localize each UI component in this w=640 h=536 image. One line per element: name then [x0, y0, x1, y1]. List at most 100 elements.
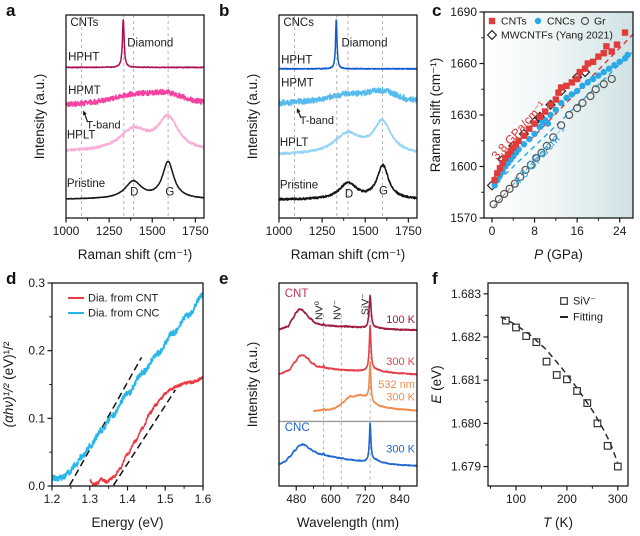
svg-text:Dia. from CNC: Dia. from CNC: [88, 308, 160, 320]
svg-text:532 nm: 532 nm: [378, 379, 415, 391]
svg-text:CNT: CNT: [285, 288, 309, 300]
svg-text:SiV⁻: SiV⁻: [573, 296, 596, 308]
panel-f-letter: f: [432, 269, 438, 288]
panel-a-letter: a: [6, 1, 16, 20]
svg-text:NV⁰: NV⁰: [314, 301, 326, 320]
svg-text:300 K: 300 K: [386, 392, 415, 404]
svg-text:1250: 1250: [309, 224, 336, 238]
svg-text:HPLT: HPLT: [67, 129, 96, 141]
svg-text:P (GPa): P (GPa): [534, 247, 583, 262]
svg-text:HPMT: HPMT: [68, 85, 101, 97]
svg-text:HPLT: HPLT: [280, 137, 309, 149]
svg-text:100 K: 100 K: [386, 314, 415, 326]
svg-text:CNCs: CNCs: [547, 16, 575, 28]
svg-text:1.682: 1.682: [451, 330, 481, 344]
svg-text:(αhν)¹/² (eV)¹/²: (αhν)¹/² (eV)¹/²: [1, 341, 16, 427]
svg-text:0.2: 0.2: [28, 344, 45, 358]
svg-text:HPHT: HPHT: [68, 52, 99, 64]
svg-text:HPMT: HPMT: [281, 77, 314, 89]
panel-a: a CNTs Diamond HPHT HPMT T-band HPLT Pristine D…: [0, 0, 213, 268]
svg-text:G: G: [165, 186, 174, 198]
svg-text:0.1: 0.1: [28, 411, 45, 425]
svg-text:1500: 1500: [139, 224, 166, 238]
panel-b-chart: CNCs Diamond HPHT HPMT T-band HPLT Pristine D G 1…: [245, 14, 422, 262]
svg-text:480: 480: [286, 492, 306, 506]
svg-text:Raman shift (cm⁻¹): Raman shift (cm⁻¹): [78, 247, 192, 262]
svg-text:Dia. from CNT: Dia. from CNT: [88, 293, 159, 305]
svg-text:SiV⁻: SiV⁻: [359, 293, 371, 315]
panel-c: c 3.8 GPa/cm⁻¹ 4.3 GPa/cm⁻¹ CNTs CNCs Gr MWCN…: [426, 0, 639, 268]
svg-text:1.681: 1.681: [451, 373, 481, 387]
svg-text:1.683: 1.683: [451, 287, 481, 301]
svg-text:1750: 1750: [395, 224, 422, 238]
svg-text:1660: 1660: [450, 57, 477, 71]
svg-text:1.6: 1.6: [195, 492, 212, 506]
svg-text:1630: 1630: [450, 108, 477, 122]
svg-text:720: 720: [355, 492, 375, 506]
svg-text:Pristine: Pristine: [67, 178, 105, 190]
svg-text:100: 100: [506, 492, 526, 506]
svg-text:T-band: T-band: [86, 119, 120, 131]
svg-text:1.680: 1.680: [451, 416, 481, 430]
panel-d-chart: Dia. from CNT Dia. from CNC 1.2 1.3 1.4 1.5 1.…: [1, 276, 212, 530]
panel-c-letter: c: [432, 1, 442, 20]
svg-text:Intensity (a.u.): Intensity (a.u.): [245, 342, 260, 428]
svg-text:1.5: 1.5: [157, 492, 174, 506]
svg-text:200: 200: [557, 492, 577, 506]
svg-text:T-band: T-band: [300, 115, 334, 127]
svg-text:600: 600: [321, 492, 341, 506]
svg-text:CNC: CNC: [285, 422, 310, 434]
panel-b: b CNCs Diamond HPHT HPMT T-band HPLT Pristine D…: [213, 0, 426, 268]
svg-text:0: 0: [489, 224, 496, 238]
svg-text:D: D: [130, 186, 138, 198]
svg-text:CNTs: CNTs: [501, 16, 527, 28]
panel-b-letter: b: [219, 1, 230, 20]
svg-text:1600: 1600: [450, 160, 477, 174]
svg-text:300: 300: [608, 492, 628, 506]
svg-text:1750: 1750: [182, 224, 209, 238]
svg-text:16: 16: [570, 224, 584, 238]
svg-text:CNCs: CNCs: [283, 17, 314, 29]
svg-text:1690: 1690: [450, 5, 477, 19]
panel-e-letter: e: [219, 269, 229, 288]
svg-text:HPHT: HPHT: [281, 55, 312, 67]
svg-text:0.3: 0.3: [28, 276, 45, 290]
svg-text:Energy (eV): Energy (eV): [91, 515, 163, 530]
svg-text:Fitting: Fitting: [573, 312, 603, 324]
svg-text:24: 24: [613, 224, 627, 238]
panel-f: f SiV⁻ Fitting 100 200 300 1.679 1.680 1.681 1.6…: [426, 268, 639, 536]
svg-text:E (eV): E (eV): [429, 365, 444, 403]
svg-text:1.679: 1.679: [451, 460, 481, 474]
panel-d: d Dia. from CNT Dia. from CNC 1.2 1.3 1.4 1.5…: [0, 268, 213, 536]
svg-text:840: 840: [390, 492, 410, 506]
svg-text:1570: 1570: [450, 211, 477, 225]
svg-text:300 K: 300 K: [386, 444, 415, 456]
svg-text:300 K: 300 K: [386, 356, 415, 368]
svg-text:MWCNTFs (Yang 2021): MWCNTFs (Yang 2021): [501, 30, 613, 42]
svg-text:Gr: Gr: [594, 16, 606, 28]
svg-text:Intensity (a.u.): Intensity (a.u.): [245, 74, 260, 160]
svg-text:Diamond: Diamond: [127, 37, 173, 49]
svg-text:1.2: 1.2: [44, 492, 61, 506]
svg-text:1000: 1000: [53, 224, 80, 238]
svg-text:Raman shift (cm⁻¹): Raman shift (cm⁻¹): [291, 247, 405, 262]
svg-text:CNTs: CNTs: [70, 17, 98, 29]
svg-text:Pristine: Pristine: [280, 180, 318, 192]
svg-text:8: 8: [531, 224, 538, 238]
svg-text:G: G: [379, 186, 388, 198]
svg-text:1250: 1250: [96, 224, 123, 238]
svg-text:0.0: 0.0: [28, 479, 45, 493]
svg-text:D: D: [345, 189, 353, 201]
svg-text:1000: 1000: [266, 224, 293, 238]
svg-text:Intensity (a.u.): Intensity (a.u.): [32, 74, 47, 160]
panel-f-chart: SiV⁻ Fitting 100 200 300 1.679 1.680 1.681 1.682…: [429, 282, 629, 530]
svg-text:Raman shift (cm⁻¹): Raman shift (cm⁻¹): [428, 58, 443, 172]
svg-text:Diamond: Diamond: [341, 37, 387, 49]
svg-text:1.3: 1.3: [81, 492, 98, 506]
panel-d-letter: d: [6, 269, 17, 288]
